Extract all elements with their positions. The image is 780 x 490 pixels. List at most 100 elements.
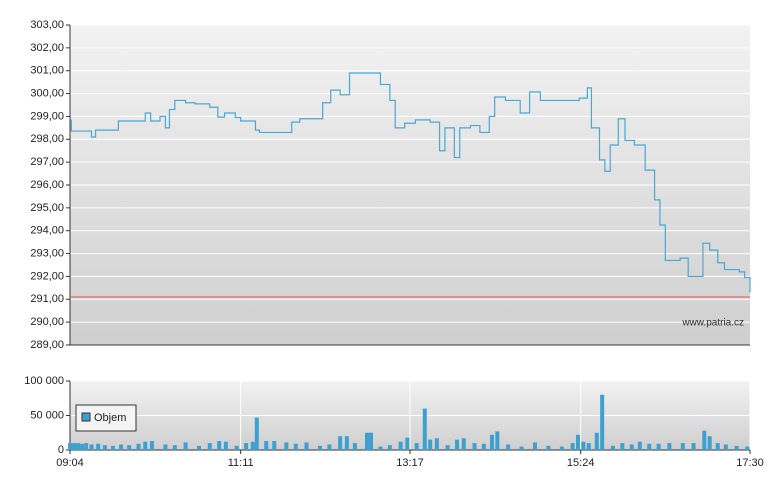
volume-bar bbox=[546, 445, 551, 450]
volume-bar bbox=[127, 445, 132, 450]
volume-bar bbox=[163, 444, 168, 450]
x-tick-label: 15:24 bbox=[567, 457, 595, 469]
volume-bar bbox=[723, 444, 728, 450]
volume-bar bbox=[586, 443, 591, 450]
y-tick-label: 292,00 bbox=[30, 270, 64, 282]
volume-bar bbox=[680, 443, 685, 450]
y-tick-label: 298,00 bbox=[30, 133, 64, 145]
volume-bar bbox=[183, 442, 188, 450]
volume-bar bbox=[338, 436, 343, 450]
volume-bar bbox=[519, 446, 524, 450]
volume-bar bbox=[143, 441, 148, 450]
legend: Objem bbox=[75, 404, 137, 432]
volume-bar bbox=[594, 432, 599, 450]
volume-bar bbox=[647, 443, 652, 450]
volume-bar bbox=[667, 443, 672, 450]
volume-bar bbox=[481, 443, 486, 450]
volume-bar bbox=[745, 446, 750, 450]
volume-bar bbox=[637, 441, 642, 450]
volume-bar bbox=[570, 443, 575, 450]
volume-bar bbox=[532, 442, 537, 450]
volume-bar bbox=[264, 441, 269, 450]
volume-bar bbox=[434, 438, 439, 450]
y-tick-label: 300,00 bbox=[30, 87, 64, 99]
volume-bar bbox=[293, 443, 298, 450]
y-tick-label: 302,00 bbox=[30, 42, 64, 54]
volume-bar bbox=[119, 444, 124, 450]
volume-bar bbox=[284, 442, 289, 450]
volume-bar bbox=[250, 441, 255, 450]
volume-bar bbox=[172, 445, 177, 450]
y-tick-label: 294,00 bbox=[30, 225, 64, 237]
volume-bar bbox=[364, 432, 369, 450]
volume-bar bbox=[352, 443, 357, 450]
y-tick-label: 297,00 bbox=[30, 156, 64, 168]
y-tick-label: 100 000 bbox=[24, 375, 64, 387]
volume-bar bbox=[715, 443, 720, 450]
x-tick-label: 11:11 bbox=[228, 457, 254, 469]
volume-bar bbox=[207, 443, 212, 450]
legend-label: Objem bbox=[94, 412, 126, 424]
volume-bar bbox=[445, 445, 450, 450]
volume-bar bbox=[629, 444, 634, 450]
volume-bar bbox=[149, 441, 154, 450]
volume-bar bbox=[89, 444, 94, 450]
volume-bar bbox=[707, 436, 712, 450]
volume-bar bbox=[234, 445, 239, 450]
volume-bar bbox=[317, 445, 322, 450]
volume-bar bbox=[111, 445, 116, 450]
volume-bar bbox=[489, 434, 494, 450]
volume-bar bbox=[398, 441, 403, 450]
y-tick-label: 289,00 bbox=[30, 339, 64, 351]
volume-bar bbox=[244, 443, 249, 450]
y-tick-label: 50 000 bbox=[30, 409, 64, 421]
volume-bar bbox=[327, 444, 332, 450]
volume-bar bbox=[68, 443, 72, 450]
x-tick-label: 17:30 bbox=[736, 457, 764, 469]
y-tick-label: 291,00 bbox=[30, 293, 64, 305]
volume-bar bbox=[72, 443, 77, 450]
y-tick-label: 303,00 bbox=[30, 19, 64, 31]
volume-bar bbox=[495, 431, 500, 450]
volume-bar bbox=[80, 443, 85, 450]
volume-bar bbox=[254, 417, 259, 450]
volume-bar bbox=[428, 439, 433, 450]
y-tick-label: 293,00 bbox=[30, 247, 64, 259]
y-tick-label: 301,00 bbox=[30, 65, 64, 77]
y-tick-label: 299,00 bbox=[30, 110, 64, 122]
y-tick-label: 290,00 bbox=[30, 316, 64, 328]
volume-bar bbox=[581, 441, 586, 450]
x-tick-label: 13:17 bbox=[396, 457, 424, 469]
volume-bar bbox=[378, 446, 383, 450]
volume-bar bbox=[422, 408, 427, 450]
volume-bar bbox=[656, 443, 661, 450]
y-tick-label: 0 bbox=[58, 444, 64, 456]
volume-bar bbox=[461, 438, 466, 450]
volume-bar bbox=[414, 443, 419, 450]
volume-bar bbox=[559, 446, 564, 450]
volume-bar bbox=[102, 445, 107, 450]
volume-bar bbox=[610, 445, 615, 450]
volume-bar bbox=[96, 443, 101, 450]
volume-bar bbox=[344, 436, 349, 450]
volume-bar bbox=[272, 441, 277, 450]
volume-bar bbox=[84, 443, 89, 450]
volume-bar bbox=[575, 434, 580, 450]
volume-bar bbox=[734, 445, 739, 450]
volume-bar bbox=[506, 444, 511, 450]
volume-bar bbox=[369, 432, 374, 450]
volume-bar bbox=[691, 443, 696, 450]
volume-bar bbox=[387, 445, 392, 450]
volume-bar bbox=[76, 443, 81, 450]
legend-swatch bbox=[81, 412, 91, 422]
volume-bar bbox=[223, 441, 228, 450]
volume-bar bbox=[197, 445, 202, 450]
watermark: www.patria.cz bbox=[681, 318, 744, 329]
x-tick-label: 09:04 bbox=[56, 457, 84, 469]
volume-bar bbox=[304, 442, 309, 450]
y-tick-label: 296,00 bbox=[30, 179, 64, 191]
volume-bar bbox=[217, 441, 222, 450]
volume-bar bbox=[600, 394, 605, 450]
volume-bar bbox=[136, 443, 141, 450]
